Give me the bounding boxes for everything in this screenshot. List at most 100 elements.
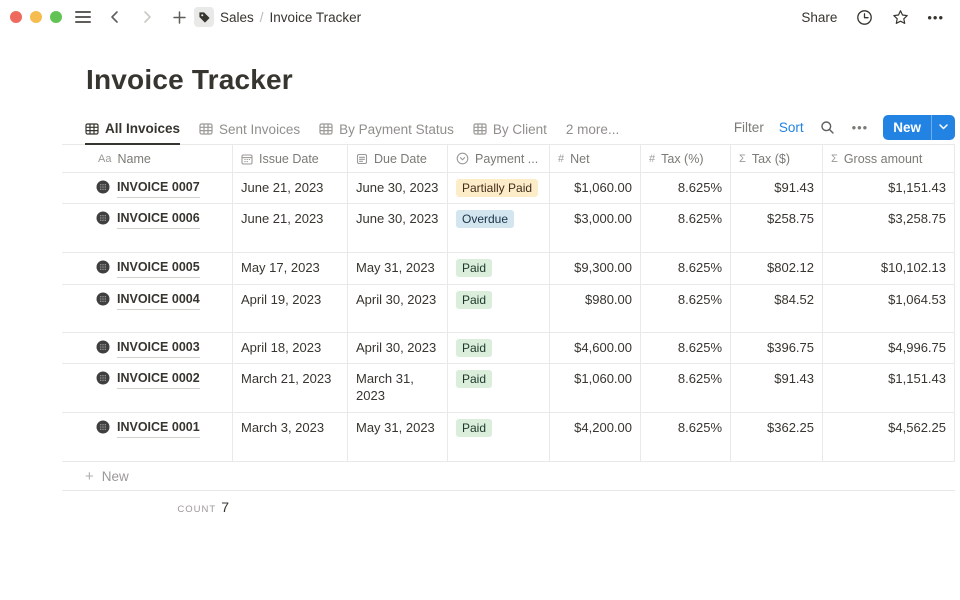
sort-button[interactable]: Sort [778,119,804,135]
invoice-link[interactable]: INVOICE 0002 [117,370,200,389]
gross-amount-cell[interactable]: $1,151.43 [823,173,955,203]
column-header-due-date[interactable]: Due Date [348,145,448,172]
due-date-cell[interactable]: April 30, 2023 [348,333,448,363]
issue-date-cell[interactable]: May 17, 2023 [233,253,348,284]
column-header-payment-status[interactable]: Payment ... [448,145,550,172]
column-header-gross-amount[interactable]: Σ Gross amount [823,145,955,172]
minimize-window-button[interactable] [30,11,42,23]
name-cell[interactable]: INVOICE 0005 [62,253,233,284]
column-header-issue-date[interactable]: Issue Date [233,145,348,172]
due-date-cell[interactable]: May 31, 2023 [348,253,448,284]
column-header-tax-percent[interactable]: # Tax (%) [641,145,731,172]
breadcrumb-parent[interactable]: Sales [220,9,254,25]
net-cell[interactable]: $4,200.00 [550,413,641,461]
gross-amount-cell[interactable]: $4,562.25 [823,413,955,461]
invoice-link[interactable]: INVOICE 0004 [117,291,200,310]
name-cell[interactable]: INVOICE 0007 [62,173,233,203]
net-cell[interactable]: $1,060.00 [550,173,641,203]
payment-status-cell[interactable]: Paid [448,285,550,332]
tax-percent-cell[interactable]: 8.625% [641,204,731,252]
tax-percent-cell[interactable]: 8.625% [641,173,731,203]
name-cell[interactable]: INVOICE 0001 [62,413,233,461]
payment-status-cell[interactable]: Overdue [448,204,550,252]
tax-amount-cell[interactable]: $362.25 [731,413,823,461]
tab-by-client[interactable]: By Client [473,114,547,144]
column-header-tax-dollars[interactable]: Σ Tax ($) [731,145,823,172]
gross-amount-cell[interactable]: $1,064.53 [823,285,955,332]
add-page-icon[interactable] [170,8,188,26]
gross-amount-cell[interactable]: $4,996.75 [823,333,955,363]
due-date-cell[interactable]: June 30, 2023 [348,173,448,203]
invoice-link[interactable]: INVOICE 0005 [117,259,200,278]
issue-date-cell[interactable]: March 3, 2023 [233,413,348,461]
name-cell[interactable]: INVOICE 0004 [62,285,233,332]
net-cell[interactable]: $9,300.00 [550,253,641,284]
tax-amount-cell[interactable]: $84.52 [731,285,823,332]
due-date-cell[interactable]: April 30, 2023 [348,285,448,332]
invoice-link[interactable]: INVOICE 0003 [117,339,200,358]
issue-date-cell[interactable]: April 18, 2023 [233,333,348,363]
invoice-link[interactable]: INVOICE 0001 [117,419,200,438]
name-cell[interactable]: INVOICE 0006 [62,204,233,252]
sidebar-toggle-icon[interactable] [74,8,92,26]
issue-date-cell[interactable]: June 21, 2023 [233,204,348,252]
favorite-star-icon[interactable] [891,8,909,26]
name-cell[interactable]: INVOICE 0002 [62,364,233,412]
close-window-button[interactable] [10,11,22,23]
tax-amount-cell[interactable]: $802.12 [731,253,823,284]
share-button[interactable]: Share [801,9,838,25]
new-row-button[interactable]: + New [62,462,955,491]
search-icon[interactable] [819,118,837,136]
gross-amount-cell[interactable]: $10,102.13 [823,253,955,284]
tax-amount-cell[interactable]: $91.43 [731,173,823,203]
due-date-cell[interactable]: June 30, 2023 [348,204,448,252]
count-summary[interactable]: COUNT 7 [62,491,233,515]
zoom-window-button[interactable] [50,11,62,23]
gross-amount-cell[interactable]: $1,151.43 [823,364,955,412]
more-options-icon[interactable]: ••• [927,9,944,25]
net-cell[interactable]: $3,000.00 [550,204,641,252]
issue-date-cell[interactable]: June 21, 2023 [233,173,348,203]
tab-all-invoices[interactable]: All Invoices [85,114,181,145]
column-header-name[interactable]: Aa Name [62,145,233,172]
invoice-link[interactable]: INVOICE 0006 [117,210,200,229]
tax-percent-cell[interactable]: 8.625% [641,413,731,461]
tax-percent-cell[interactable]: 8.625% [641,333,731,363]
tax-amount-cell[interactable]: $91.43 [731,364,823,412]
view-tabs: All Invoices Sent Invoices By Payment St… [85,114,566,145]
issue-date-cell[interactable]: April 19, 2023 [233,285,348,332]
tax-amount-cell[interactable]: $258.75 [731,204,823,252]
column-header-net[interactable]: # Net [550,145,641,172]
payment-status-cell[interactable]: Paid [448,253,550,284]
payment-status-cell[interactable]: Paid [448,413,550,461]
tab-sent-invoices[interactable]: Sent Invoices [199,114,300,144]
tax-percent-cell[interactable]: 8.625% [641,253,731,284]
net-cell[interactable]: $1,060.00 [550,364,641,412]
new-dropdown-chevron-icon[interactable] [931,114,955,140]
gross-amount-cell[interactable]: $3,258.75 [823,204,955,252]
breadcrumb-current[interactable]: Invoice Tracker [269,9,362,25]
payment-status-cell[interactable]: Paid [448,333,550,363]
payment-status-cell[interactable]: Paid [448,364,550,412]
tax-amount-cell[interactable]: $396.75 [731,333,823,363]
view-options-icon[interactable]: ••• [851,119,869,135]
payment-status-cell[interactable]: Partially Paid [448,173,550,203]
tax-percent-cell[interactable]: 8.625% [641,285,731,332]
tag-icon[interactable] [194,7,214,27]
filter-button[interactable]: Filter [733,119,764,135]
tax-percent-cell[interactable]: 8.625% [641,364,731,412]
forward-icon[interactable] [138,8,156,26]
net-cell[interactable]: $980.00 [550,285,641,332]
due-date-cell[interactable]: March 31, 2023 [348,364,448,412]
more-views-button[interactable]: 2 more... [565,121,620,137]
tab-by-payment-status[interactable]: By Payment Status [319,114,454,144]
name-cell[interactable]: INVOICE 0003 [62,333,233,363]
net-cell[interactable]: $4,600.00 [550,333,641,363]
history-clock-icon[interactable] [855,8,873,26]
new-button[interactable]: New [883,114,955,140]
issue-date-cell[interactable]: March 21, 2023 [233,364,348,412]
back-icon[interactable] [106,8,124,26]
invoice-link[interactable]: INVOICE 0007 [117,179,200,198]
page-title[interactable]: Invoice Tracker [86,64,293,95]
due-date-cell[interactable]: May 31, 2023 [348,413,448,461]
